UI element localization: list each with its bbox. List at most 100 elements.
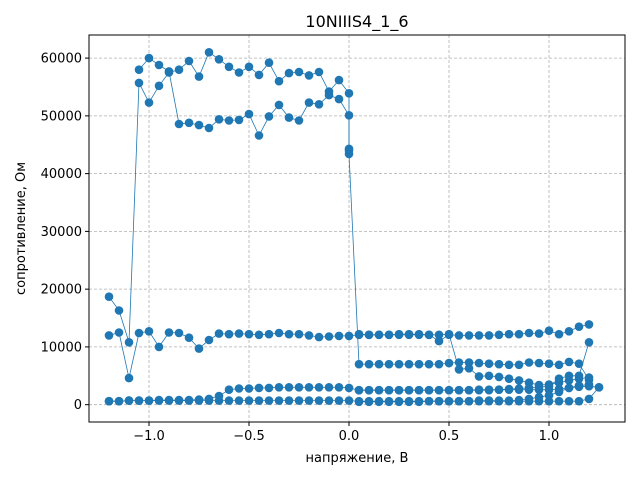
data-point	[524, 383, 534, 393]
data-point	[394, 385, 404, 395]
data-point	[284, 396, 294, 405]
grid	[89, 35, 625, 422]
data-point	[474, 385, 484, 395]
y-axis-label: сопротивление, Ом	[14, 162, 29, 295]
data-point	[204, 335, 214, 345]
data-point	[264, 383, 274, 393]
data-point	[344, 146, 354, 155]
data-point	[474, 358, 484, 368]
data-point	[404, 359, 414, 369]
data-point	[384, 330, 394, 340]
data-point	[234, 115, 244, 125]
data-point	[564, 371, 574, 381]
y-tick-label: 40000	[41, 167, 82, 182]
data-point	[514, 376, 524, 385]
data-point	[494, 396, 504, 405]
data-point	[514, 360, 524, 370]
data-point	[504, 374, 514, 384]
data-point	[344, 331, 354, 341]
data-point	[204, 394, 214, 404]
data-point	[484, 331, 494, 340]
data-point	[404, 397, 414, 407]
x-axis-label: напряжение, В	[306, 451, 409, 466]
data-point	[194, 395, 204, 404]
y-tick-label: 50000	[41, 109, 82, 124]
data-point	[284, 329, 294, 339]
data-point	[454, 385, 464, 395]
data-point	[574, 396, 584, 406]
data-point	[504, 329, 514, 339]
data-point	[154, 60, 164, 70]
x-tick-label: 0.0	[339, 429, 360, 444]
data-point	[274, 100, 284, 110]
data-point	[314, 383, 324, 392]
data-point	[554, 387, 564, 397]
data-point	[344, 89, 354, 98]
x-tick-label: −1.0	[133, 429, 165, 444]
data-point	[374, 330, 384, 340]
data-point	[334, 396, 344, 405]
data-point	[214, 55, 224, 64]
data-point	[514, 329, 524, 339]
data-point	[254, 131, 264, 140]
data-point	[184, 333, 194, 343]
y-tick-label: 30000	[41, 225, 82, 240]
data-point	[164, 395, 174, 405]
data-point	[534, 383, 544, 392]
data-point	[174, 328, 184, 338]
data-point	[264, 58, 274, 67]
data-point	[544, 359, 554, 369]
data-point	[144, 53, 154, 63]
data-point	[414, 329, 424, 339]
y-tick-label: 60000	[41, 52, 82, 67]
data-point	[194, 72, 204, 81]
data-point	[284, 68, 294, 78]
data-point	[144, 98, 154, 107]
data-point	[554, 360, 564, 370]
data-point	[494, 385, 504, 395]
data-point	[304, 396, 314, 405]
y-tick-label: 0	[74, 398, 82, 413]
data-point	[444, 358, 454, 368]
data-point	[114, 328, 124, 337]
data-point	[104, 396, 114, 406]
data-point	[514, 384, 524, 393]
data-point	[524, 328, 534, 338]
data-point	[294, 396, 304, 405]
data-point	[244, 329, 254, 339]
data-point	[314, 332, 324, 342]
data-point	[454, 365, 464, 374]
data-point	[274, 328, 284, 338]
data-point	[494, 372, 504, 382]
data-point	[134, 78, 144, 88]
data-point	[244, 109, 254, 119]
data-point	[424, 385, 434, 395]
y-tick-label: 10000	[41, 340, 82, 355]
data-point	[264, 112, 274, 121]
data-point	[334, 94, 344, 104]
data-point	[304, 383, 314, 392]
data-point	[234, 329, 244, 338]
data-point	[564, 357, 574, 367]
data-point	[184, 395, 194, 405]
data-point	[384, 397, 394, 407]
data-point	[434, 330, 444, 340]
data-point	[364, 330, 374, 340]
data-point	[474, 396, 484, 405]
y-axis-ticks: 0 10000 20000 30000 40000 50000 60000	[41, 52, 89, 413]
data-point	[124, 373, 134, 383]
data-point	[104, 292, 114, 302]
data-point	[484, 396, 494, 405]
series-layer	[104, 48, 604, 407]
data-point	[534, 392, 544, 402]
data-point	[414, 397, 424, 407]
data-point	[384, 385, 394, 395]
data-point	[214, 329, 224, 338]
data-point	[244, 384, 254, 393]
data-point	[154, 395, 164, 405]
data-point	[474, 331, 484, 340]
data-point	[224, 62, 234, 72]
data-point	[174, 119, 184, 129]
data-point	[374, 397, 384, 407]
data-point	[584, 394, 594, 404]
